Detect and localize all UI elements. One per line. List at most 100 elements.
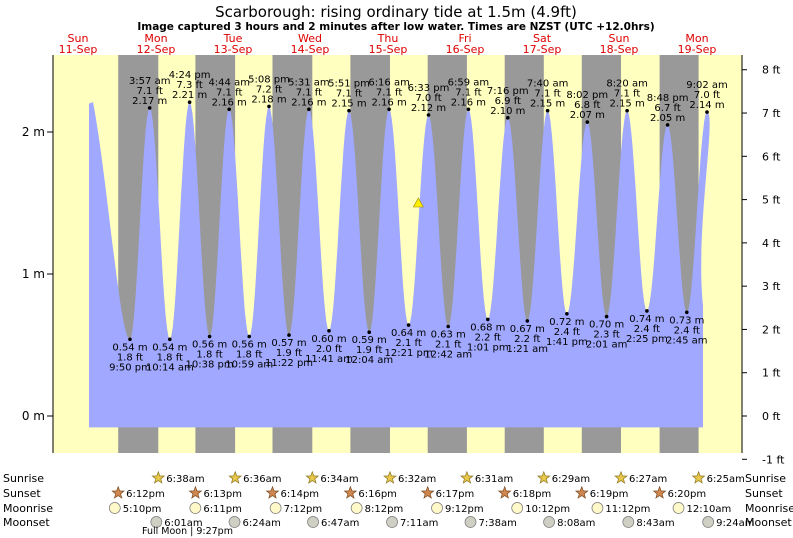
low-tide-point xyxy=(247,334,251,339)
low-tide-label: 0.73 m xyxy=(669,315,704,326)
sunset-time: 6:13pm xyxy=(203,489,242,500)
plot-area xyxy=(53,55,742,453)
sunrise-time: 6:29am xyxy=(552,474,590,485)
day-name: Mon xyxy=(685,32,708,45)
low-tide-point xyxy=(367,330,372,335)
ft-tick-label: 8 ft xyxy=(762,64,781,77)
day-date: 19-Sep xyxy=(678,43,717,56)
high-tide-label: 7.1 ft xyxy=(296,87,322,98)
high-tide-label: 5:31 am xyxy=(288,77,330,88)
high-tide-label: 6.7 ft xyxy=(654,103,680,114)
m-tick-label: 1 m xyxy=(22,267,45,281)
almanac: Sunrise Sunrise Sunset Sunset Moonrise Moonri… xyxy=(3,470,793,537)
high-tide-point xyxy=(347,108,351,113)
high-tide-label: 2.21 m xyxy=(172,90,207,101)
chart-subtitle: Image captured 3 hours and 2 minutes aft… xyxy=(137,21,654,33)
low-tide-point xyxy=(287,333,291,337)
day-name: Mon xyxy=(144,32,167,45)
low-tide-label: 1.8 ft xyxy=(196,350,222,361)
day-name: Fri xyxy=(458,32,471,45)
sunset-icon xyxy=(574,485,589,499)
moonset-time: 7:11am xyxy=(400,518,438,529)
high-tide-point xyxy=(426,113,431,117)
moonset-time: 8:08am xyxy=(557,518,595,529)
low-tide-label: 0.54 m xyxy=(112,342,147,353)
moonrise-time: 6:11pm xyxy=(203,504,242,515)
low-tide-label: 0.74 m xyxy=(629,314,664,325)
moonrise-icon xyxy=(511,502,524,514)
low-tide-label: 1.9 ft xyxy=(356,345,382,356)
high-tide-label: 6.8 ft xyxy=(574,100,600,111)
almanac-row-label-left: Sunset xyxy=(3,487,41,500)
high-tide-label: 7.0 ft xyxy=(415,93,441,104)
day-name: Wed xyxy=(298,32,322,45)
sunrise-icon xyxy=(151,470,166,484)
high-tide-label: 7:40 am xyxy=(527,79,569,90)
high-tide-label: 9:02 am xyxy=(686,80,728,91)
almanac-row-label-left: Moonrise xyxy=(3,502,53,515)
sunrise-time: 6:25am xyxy=(707,474,745,485)
sunrise-time: 6:36am xyxy=(243,474,281,485)
high-tide-label: 2.12 m xyxy=(411,103,446,114)
high-tide-point xyxy=(267,104,271,109)
moonrise-icon xyxy=(350,502,363,514)
sunrise-icon xyxy=(691,470,706,484)
low-tide-label: 2:25 pm xyxy=(626,334,668,345)
low-tide-point xyxy=(446,324,451,329)
high-tide-label: 8:48 pm xyxy=(647,93,689,104)
high-tide-label: 5:08 pm xyxy=(248,74,290,85)
moonset-icon xyxy=(307,516,319,528)
low-tide-point xyxy=(327,329,331,333)
high-tide-point xyxy=(466,107,471,112)
low-tide-point xyxy=(207,334,212,339)
ft-tick-label: 1 ft xyxy=(762,367,781,380)
sunset-time: 6:17pm xyxy=(436,489,475,500)
low-tide-label: 2.1 ft xyxy=(395,338,421,349)
low-tide-label: 0.57 m xyxy=(271,338,306,349)
almanac-row-label-right: Moonrise xyxy=(745,502,793,515)
high-tide-label: 7.3 ft xyxy=(176,80,202,91)
high-tide-point xyxy=(665,123,670,127)
low-tide-point xyxy=(685,310,689,315)
sunrise-icon xyxy=(228,470,243,484)
low-tide-label: 12:42 am xyxy=(424,350,472,361)
low-tide-label: 1.9 ft xyxy=(276,348,302,359)
current-level-marker xyxy=(412,197,424,208)
sunrise-time: 6:27am xyxy=(629,474,667,485)
sunset-time: 6:19pm xyxy=(590,489,629,500)
high-tide-label: 7.1 ft xyxy=(376,87,402,98)
low-tide-point xyxy=(565,312,569,316)
low-tide-label: 1.8 ft xyxy=(236,350,262,361)
moonrise-time: 9:12pm xyxy=(445,504,484,515)
low-tide-label: 2.2 ft xyxy=(475,332,501,343)
low-tide-label: 2.1 ft xyxy=(435,340,461,351)
high-tide-label: 4:24 pm xyxy=(169,70,211,81)
moonset-time: 9:24am xyxy=(716,518,754,529)
ft-tick-label: 0 ft xyxy=(762,410,781,423)
low-tide-label: 2:45 am xyxy=(666,335,708,346)
low-tide-label: 1:01 pm xyxy=(467,342,509,353)
m-tick-label: 0 m xyxy=(22,409,45,423)
sunset-icon xyxy=(111,485,125,499)
moonset-icon xyxy=(228,516,241,528)
high-tide-label: 2.18 m xyxy=(251,94,286,105)
sunset-time: 6:20pm xyxy=(668,489,707,500)
high-tide-label: 2.16 m xyxy=(291,97,326,108)
sunset-icon xyxy=(265,485,280,499)
low-tide-label: 0.64 m xyxy=(391,328,426,339)
day-date: 12-Sep xyxy=(137,43,176,56)
high-tide-label: 2.07 m xyxy=(570,110,605,121)
high-tide-label: 6:33 pm xyxy=(408,83,450,94)
high-tide-label: 2.17 m xyxy=(132,96,167,107)
ft-tick-label: -1 ft xyxy=(762,453,785,466)
moonset-icon xyxy=(150,516,163,528)
sunset-icon xyxy=(420,485,435,499)
almanac-row-label-left: Moonset xyxy=(3,516,50,529)
tide-labels: 0.54 m1.8 ft9:50 pm3:57 am7.1 ft2.17 m0.… xyxy=(109,70,728,373)
day-date: 16-Sep xyxy=(446,43,485,56)
sunset-time: 6:14pm xyxy=(280,489,319,500)
day-date: 14-Sep xyxy=(291,43,330,56)
high-tide-label: 2.05 m xyxy=(650,113,685,124)
ft-tick-label: 7 ft xyxy=(762,107,781,120)
low-tide-label: 0.59 m xyxy=(352,335,387,346)
